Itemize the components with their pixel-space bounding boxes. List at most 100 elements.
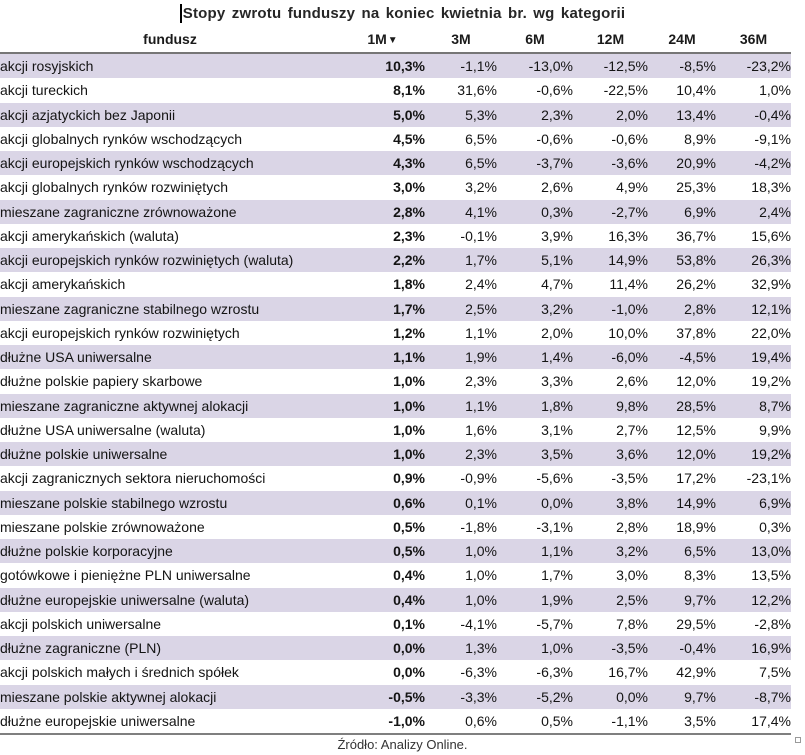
return-value-cell: 1,9% [465,349,497,366]
return-value-cell: 1,7% [541,567,573,584]
return-value-cell: 2,5% [616,591,648,608]
return-value-cell: 2,8% [393,203,425,220]
return-value-cell: 42,9% [676,664,716,681]
table-row: akcji polskich uniwersalne 0,1% -4,1% -5,7%… [0,612,791,636]
return-value-cell: -0,5% [388,688,425,705]
return-value-cell: 1,9% [541,591,573,608]
return-value-cell: 0,5% [393,518,425,535]
return-value-cell: 1,0% [393,397,425,414]
return-value-cell: 19,2% [751,446,791,463]
table-row: dłużne USA uniwersalne 1,1% 1,9% 1,4% -6,0% -… [0,345,791,370]
return-value-cell: 1,0% [465,591,497,608]
fund-category-cell: mieszane polskie zrównoważone [0,518,205,535]
column-header-fundusz[interactable]: fundusz [0,26,340,54]
table-row: dłużne polskie uniwersalne 1,0% 2,3% 3,5% 3,… [0,442,791,467]
fund-category-cell: mieszane zagraniczne aktywnej alokacji [0,397,249,414]
table-row: mieszane polskie stabilnego wzrostu 0,6% 0… [0,490,791,515]
table-row: akcji europejskich rynków wschodzących 4,… [0,151,791,176]
return-value-cell: 1,0% [465,543,497,560]
return-value-cell: 10,4% [676,82,716,99]
fund-category-cell: akcji rosyjskich [0,58,94,75]
table-row: dłużne zagraniczne (PLN) 0,0% 1,3% 1,0% -3,5… [0,636,791,661]
table-row: akcji tureckich 8,1% 31,6% -0,6% -22,5% 10,4%… [0,78,791,102]
column-header-36m[interactable]: 36M [716,26,791,54]
return-value-cell: -5,2% [536,688,573,705]
return-value-cell: 6,5% [465,130,497,147]
return-value-cell: 10,3% [385,58,425,75]
return-value-cell: 3,6% [616,446,648,463]
return-value-cell: 3,5% [684,712,716,729]
column-header-12m[interactable]: 12M [573,26,648,54]
table-row: mieszane polskie aktywnej alokacji -0,5% -… [0,684,791,709]
return-value-cell: -0,9% [460,470,497,487]
return-value-cell: 2,0% [541,324,573,341]
return-value-cell: 2,3% [541,106,573,123]
return-value-cell: 6,5% [684,543,716,560]
return-value-cell: 1,0% [393,446,425,463]
return-value-cell: 1,0% [393,373,425,390]
return-value-cell: -0,4% [679,640,716,657]
return-value-cell: 3,2% [541,300,573,317]
return-value-cell: 6,9% [684,203,716,220]
fund-category-cell: dłużne USA uniwersalne [0,349,152,366]
column-header-6m[interactable]: 6M [497,26,573,54]
fund-category-cell: mieszane zagraniczne zrównoważone [0,203,237,220]
return-value-cell: 26,2% [676,276,716,293]
return-value-cell: 13,0% [751,543,791,560]
return-value-cell: -2,8% [754,615,791,632]
table-row: dłużne polskie korporacyjne 0,5% 1,0% 1,1% 3… [0,539,791,564]
table-row: akcji amerykańskich (waluta) 2,3% -0,1% 3,9… [0,224,791,248]
return-value-cell: 0,3% [541,203,573,220]
column-header-24m[interactable]: 24M [648,26,716,54]
return-value-cell: -3,6% [611,155,648,172]
return-value-cell: -5,6% [536,470,573,487]
fund-category-cell: akcji globalnych rynków rozwiniętych [0,179,228,196]
column-header-1m[interactable]: 1M▼ [340,26,425,54]
table-row: akcji polskich małych i średnich spółek 0… [0,660,791,684]
return-value-cell: 53,8% [676,252,716,269]
return-value-cell: 2,6% [616,373,648,390]
column-header-3m[interactable]: 3M [425,26,497,54]
return-value-cell: 1,6% [465,421,497,438]
return-value-cell: 4,9% [616,179,648,196]
return-value-cell: 4,3% [393,155,425,172]
return-value-cell: 16,9% [751,640,791,657]
table-row: gotówkowe i pieniężne PLN uniwersalne 0,4… [0,563,791,587]
return-value-cell: 1,0% [759,82,791,99]
return-value-cell: 1,3% [465,640,497,657]
return-value-cell: 0,5% [541,712,573,729]
return-value-cell: 14,9% [608,252,648,269]
return-value-cell: 6,5% [465,155,497,172]
return-value-cell: 9,9% [759,421,791,438]
return-value-cell: 13,4% [676,106,716,123]
fund-category-cell: akcji europejskich rynków rozwiniętych (… [0,252,294,269]
return-value-cell: 1,1% [541,543,573,560]
return-value-cell: -3,7% [536,155,573,172]
return-value-cell: 1,0% [393,421,425,438]
table-row: mieszane zagraniczne stabilnego wzrostu 1… [0,296,791,321]
return-value-cell: 5,1% [541,252,573,269]
table-row: dłużne polskie papiery skarbowe 1,0% 2,3% 3… [0,369,791,393]
return-value-cell: -8,5% [679,58,716,75]
fund-category-cell: dłużne polskie uniwersalne [0,446,168,463]
return-value-cell: -0,6% [536,130,573,147]
table-row: akcji globalnych rynków rozwiniętych 3,0%… [0,175,791,199]
return-value-cell: 3,5% [541,446,573,463]
return-value-cell: 1,8% [541,397,573,414]
return-value-cell: 0,3% [759,518,791,535]
return-value-cell: 2,4% [759,203,791,220]
resize-handle-icon[interactable] [795,737,801,743]
return-value-cell: 7,8% [616,615,648,632]
table-row: mieszane zagraniczne aktywnej alokacji 1,… [0,393,791,418]
return-value-cell: -23,1% [746,470,791,487]
return-value-cell: 2,5% [465,300,497,317]
fund-category-cell: akcji zagranicznych sektora nieruchomośc… [0,470,266,487]
return-value-cell: 2,3% [393,227,425,244]
return-value-cell: 2,2% [393,252,425,269]
fund-category-cell: akcji amerykańskich [0,276,126,293]
fund-category-cell: akcji azjatyckich bez Japonii [0,106,176,123]
return-value-cell: 3,1% [541,421,573,438]
text-cursor-icon [179,3,182,23]
table-row: dłużne europejskie uniwersalne (waluta) 0… [0,587,791,612]
return-value-cell: -22,5% [603,82,648,99]
